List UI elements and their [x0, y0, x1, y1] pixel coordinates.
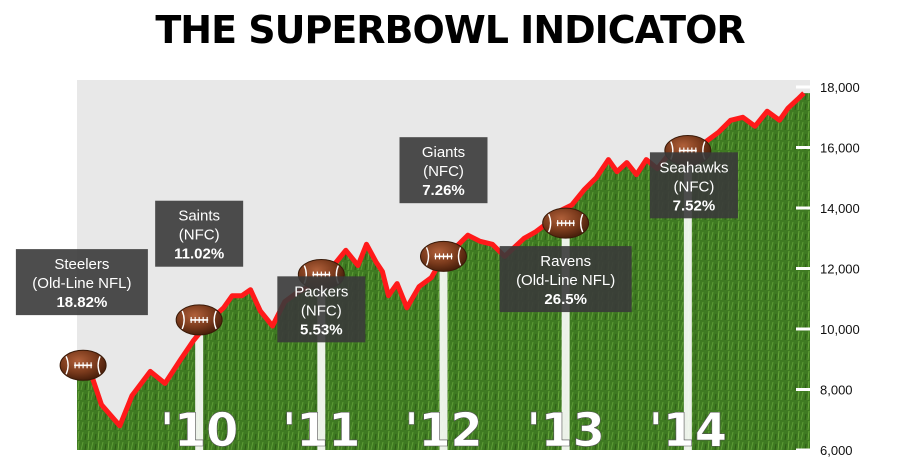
team-label-box: Seahawks (NFC) 7.52% — [649, 152, 738, 219]
yard-line — [561, 237, 570, 450]
football-icon — [175, 304, 223, 336]
year-label: '12 — [404, 403, 482, 457]
team-name: Packers — [294, 283, 348, 300]
y-tick-label: 18,000 — [820, 80, 860, 95]
team-label-box: Steelers (Old-Line NFL) 18.82% — [15, 249, 148, 316]
team-name: Steelers — [54, 256, 109, 273]
y-tick-label: 10,000 — [820, 322, 860, 337]
market-return: 7.52% — [673, 197, 716, 214]
team-conference: (NFC) — [179, 227, 220, 244]
team-conference: (NFC) — [301, 302, 342, 319]
team-name: Saints — [178, 208, 220, 225]
y-tick-label: 6,000 — [820, 443, 853, 458]
yard-line — [683, 164, 692, 450]
y-tick-label: 14,000 — [820, 201, 860, 216]
team-conference: (Old-Line NFL) — [32, 275, 131, 292]
team-conference: (NFC) — [423, 163, 464, 180]
y-tick-label: 16,000 — [820, 141, 860, 156]
yard-line — [195, 333, 204, 450]
football-icon — [59, 349, 107, 381]
market-return: 26.5% — [544, 291, 587, 308]
team-conference: (Old-Line NFL) — [516, 272, 615, 289]
team-label-box: Saints (NFC) 11.02% — [155, 200, 244, 267]
football-icon — [542, 207, 590, 239]
market-return: 11.02% — [174, 246, 224, 263]
yard-line — [317, 288, 326, 450]
year-label: '11 — [282, 403, 360, 457]
market-return: 7.26% — [422, 182, 465, 199]
football-icon — [420, 240, 467, 272]
team-name: Seahawks — [659, 159, 728, 176]
team-label-box: Packers (NFC) 5.53% — [277, 276, 366, 343]
team-label-box: Ravens (Old-Line NFL) 26.5% — [499, 246, 632, 313]
y-tick-label: 8,000 — [820, 383, 853, 398]
team-conference: (NFC) — [674, 178, 715, 195]
team-name: Giants — [422, 144, 465, 161]
market-return: 18.82% — [56, 294, 107, 311]
year-label: '10 — [160, 403, 238, 457]
team-name: Ravens — [540, 253, 591, 270]
y-tick-label: 12,000 — [820, 262, 860, 277]
chart-title: THE SUPERBOWL INDICATOR — [155, 8, 745, 52]
yard-line — [439, 270, 448, 450]
year-label: '14 — [649, 403, 727, 457]
market-return: 5.53% — [300, 321, 343, 338]
team-label-box: Giants (NFC) 7.26% — [399, 137, 488, 204]
year-label: '13 — [527, 403, 605, 457]
